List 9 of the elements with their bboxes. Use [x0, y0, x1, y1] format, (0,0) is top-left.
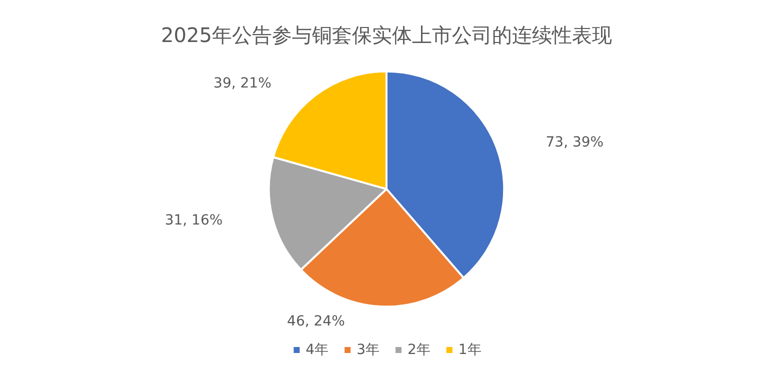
data-label: 39, 21% — [214, 75, 272, 92]
legend-label: 3年 — [356, 342, 380, 358]
data-label: 73, 39% — [546, 134, 604, 151]
legend-label: 1年 — [458, 342, 482, 358]
data-label: 46, 24% — [287, 313, 345, 330]
chart-title: 2025年公告参与铜套保实体上市公司的连续性表现 — [161, 23, 612, 47]
legend-label: 2年 — [408, 342, 430, 358]
data-label: 31, 16% — [164, 212, 223, 229]
legend-label: 4年 — [306, 342, 329, 358]
